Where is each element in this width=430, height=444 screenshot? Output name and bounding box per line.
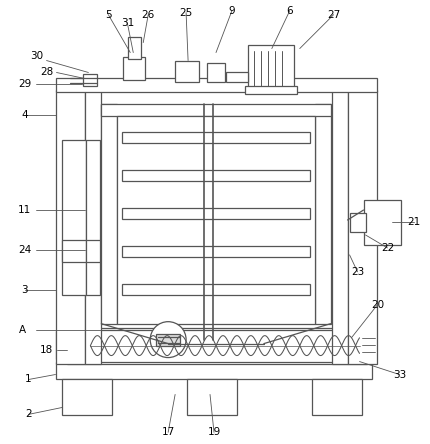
Text: 1: 1: [25, 374, 32, 385]
Bar: [122, 208, 310, 219]
Bar: [245, 87, 297, 95]
Bar: [363, 200, 401, 245]
Bar: [55, 79, 378, 92]
Bar: [83, 75, 97, 87]
Text: 25: 25: [179, 8, 193, 18]
Bar: [62, 380, 112, 416]
Circle shape: [150, 321, 186, 357]
Text: 33: 33: [393, 369, 406, 380]
Text: 17: 17: [162, 427, 175, 437]
Text: 22: 22: [381, 243, 394, 253]
Text: 2: 2: [25, 409, 32, 420]
Text: 24: 24: [18, 245, 31, 255]
Text: 21: 21: [408, 217, 421, 227]
Bar: [55, 91, 86, 364]
Bar: [207, 63, 225, 83]
Text: 20: 20: [371, 300, 384, 310]
Text: 27: 27: [327, 10, 340, 20]
Text: 18: 18: [40, 345, 53, 355]
Bar: [86, 140, 100, 295]
Bar: [55, 361, 372, 380]
Bar: [62, 240, 86, 262]
Bar: [350, 213, 366, 232]
Bar: [122, 284, 310, 295]
Text: 31: 31: [121, 18, 134, 28]
Bar: [128, 36, 141, 59]
Text: 5: 5: [105, 10, 112, 20]
Bar: [315, 104, 331, 324]
Bar: [86, 240, 100, 262]
Text: 28: 28: [40, 67, 53, 78]
Bar: [226, 72, 248, 83]
Bar: [187, 380, 237, 416]
Text: 26: 26: [141, 10, 155, 20]
Bar: [86, 91, 101, 364]
Text: 19: 19: [207, 427, 221, 437]
Bar: [332, 91, 347, 364]
Text: 3: 3: [22, 285, 28, 295]
Text: 9: 9: [229, 6, 235, 16]
Bar: [248, 44, 294, 91]
Text: A: A: [19, 325, 26, 335]
Bar: [70, 329, 365, 361]
Bar: [175, 60, 199, 83]
Bar: [68, 328, 366, 364]
Bar: [156, 333, 180, 345]
Text: 6: 6: [286, 6, 293, 16]
Bar: [101, 104, 331, 116]
Text: 29: 29: [18, 79, 31, 89]
Text: 4: 4: [22, 111, 28, 120]
Bar: [362, 333, 375, 357]
Text: 30: 30: [30, 51, 43, 60]
Bar: [347, 91, 378, 364]
Bar: [122, 246, 310, 257]
Bar: [101, 104, 117, 324]
Bar: [55, 331, 71, 359]
Text: 23: 23: [351, 267, 364, 277]
Bar: [122, 170, 310, 181]
Bar: [312, 380, 362, 416]
Bar: [123, 56, 145, 80]
Bar: [117, 116, 315, 324]
Bar: [122, 132, 310, 143]
Bar: [62, 140, 86, 295]
Text: 11: 11: [18, 205, 31, 215]
